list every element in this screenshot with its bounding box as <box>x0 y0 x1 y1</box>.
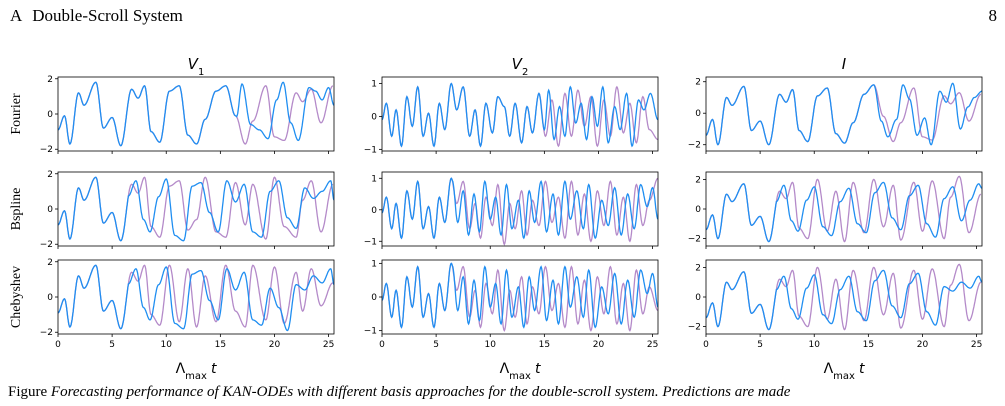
y-tick-label: −2 <box>40 328 53 338</box>
x-tick-label: 15 <box>215 340 226 350</box>
y-tick-label: −2 <box>688 323 701 333</box>
x-tick-label: 10 <box>485 340 497 350</box>
x-tick-label: 5 <box>433 340 439 350</box>
panel-bspline-v2: −1 0 1 <box>364 171 659 249</box>
y-tick-label: 1 <box>371 174 377 184</box>
x-tick-label: 25 <box>971 340 982 350</box>
truth-line <box>706 84 982 146</box>
y-tick-label: 0 <box>47 293 53 303</box>
y-tick-label: 0 <box>47 205 53 215</box>
y-tick-label: 2 <box>695 263 701 273</box>
panel-bspline-v1: −2 0 2 <box>40 170 335 250</box>
panel-frame <box>381 76 659 152</box>
y-tick-label: 2 <box>47 75 53 85</box>
figure-caption: Figure Forecasting performance of KAN-OD… <box>8 384 997 406</box>
truth-line <box>58 81 334 147</box>
prediction-line <box>58 264 334 332</box>
column-title: I <box>842 55 847 73</box>
prediction-line <box>382 82 658 148</box>
y-tick-label: 0 <box>695 293 701 303</box>
x-tick-label: 0 <box>55 340 61 350</box>
panel-frame <box>705 76 983 152</box>
y-tick-label: 0 <box>695 205 701 215</box>
row-label: Bspline <box>9 188 24 231</box>
panel-fourier-v2: −1 0 1 <box>364 76 659 155</box>
panel-fourier-v1: −2 0 2 <box>40 75 335 155</box>
row-label: Chebyshev <box>9 266 24 328</box>
truth-line <box>58 176 334 242</box>
prediction-line <box>58 81 334 147</box>
y-tick-label: 0 <box>371 112 377 122</box>
truth-line <box>58 264 334 330</box>
y-tick-label: −2 <box>40 240 53 250</box>
prediction-line <box>382 262 658 329</box>
y-tick-label: 1 <box>371 80 377 90</box>
x-tick-label: 25 <box>647 340 658 350</box>
column-title: V2 <box>512 55 529 78</box>
y-tick-label: −1 <box>364 145 377 155</box>
y-tick-label: 2 <box>695 78 701 88</box>
y-tick-label: −2 <box>40 145 53 155</box>
panel-bspline-i: −2 0 2 <box>688 171 983 249</box>
section-number: A <box>10 6 23 25</box>
x-tick-label: 0 <box>703 340 709 350</box>
y-tick-label: 0 <box>47 110 53 120</box>
prediction-line <box>58 176 334 242</box>
x-tick-label: 10 <box>161 340 173 350</box>
x-tick-label: 5 <box>109 340 115 350</box>
x-tick-label: 20 <box>269 340 281 350</box>
x-axis-label: Λmax t <box>176 361 217 382</box>
panel-frame <box>381 171 659 247</box>
page-number: 8 <box>988 6 998 25</box>
x-axis-label: Λmax t <box>500 361 541 382</box>
x-tick-label: 20 <box>917 340 929 350</box>
row-label: Fourier <box>9 93 24 135</box>
y-tick-label: 0 <box>371 293 377 303</box>
y-tick-label: 0 <box>695 109 701 119</box>
x-tick-label: 5 <box>757 340 763 350</box>
prediction-line <box>706 82 982 146</box>
caption-text: Forecasting performance of KAN-ODEs with… <box>50 384 791 400</box>
prediction-line <box>706 181 982 243</box>
x-tick-label: 15 <box>863 340 874 350</box>
section-title: Double-Scroll System <box>32 6 183 25</box>
y-tick-label: 2 <box>47 170 53 180</box>
panel-fourier-i: −2 0 2 <box>688 76 983 154</box>
x-tick-label: 20 <box>593 340 605 350</box>
truth-line <box>706 263 982 331</box>
x-tick-label: 10 <box>809 340 821 350</box>
truth-line <box>706 175 982 243</box>
y-tick-label: 1 <box>371 259 377 269</box>
panel-frame <box>57 76 335 152</box>
y-tick-label: 2 <box>695 175 701 185</box>
y-tick-label: −2 <box>688 141 701 151</box>
y-tick-label: −2 <box>688 235 701 245</box>
column-title: V1 <box>188 55 205 78</box>
y-tick-label: 0 <box>371 206 377 216</box>
figure-grid: V1 V2 IFourierBsplineChebyshev−202−101−202… <box>9 55 983 382</box>
prediction-line <box>706 269 982 331</box>
x-axis-label: Λmax t <box>824 361 865 382</box>
y-tick-label: 2 <box>47 258 53 268</box>
section-heading: A Double-Scroll System <box>10 6 183 26</box>
x-tick-label: 0 <box>379 340 385 350</box>
y-tick-label: −1 <box>364 237 377 247</box>
prediction-line <box>382 177 658 240</box>
x-tick-label: 25 <box>323 340 334 350</box>
x-tick-label: 15 <box>539 340 550 350</box>
y-tick-label: −1 <box>364 327 377 337</box>
caption-label: Figure <box>8 384 48 400</box>
page-header: A Double-Scroll System 8 <box>10 6 997 30</box>
